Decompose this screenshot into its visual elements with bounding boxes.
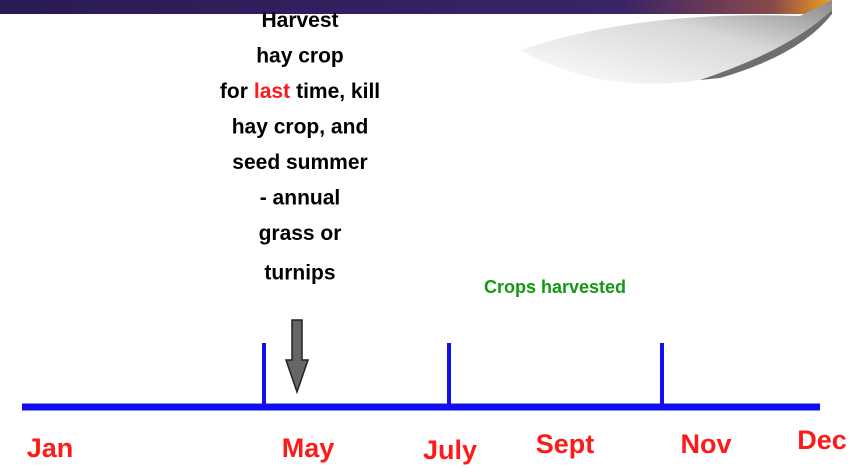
callout-text: time, kill	[296, 80, 380, 103]
slide: Crops harvested Harvest hay crop forlastti…	[0, 0, 868, 475]
callout-highlight: last	[254, 80, 290, 103]
header-bar	[0, 0, 832, 14]
month-label: Nov	[680, 429, 731, 459]
month-label: May	[282, 433, 335, 463]
callout-text: for	[220, 80, 248, 103]
month-label: Dec	[797, 425, 847, 455]
month-label: Sept	[536, 429, 595, 459]
callout-line: hay crop, and	[232, 116, 369, 139]
month-label: July	[423, 435, 477, 465]
callout-line: Harvest	[261, 9, 338, 32]
callout-line: seed summer	[232, 151, 367, 174]
annotation: Crops harvested	[484, 277, 626, 297]
callout-line: hay crop	[256, 45, 344, 68]
callout-line: - annual	[260, 187, 341, 210]
down-arrow	[286, 320, 308, 392]
callout-line: grass or	[259, 222, 342, 245]
callout-line: turnips	[264, 262, 335, 285]
month-label: Jan	[27, 433, 74, 463]
